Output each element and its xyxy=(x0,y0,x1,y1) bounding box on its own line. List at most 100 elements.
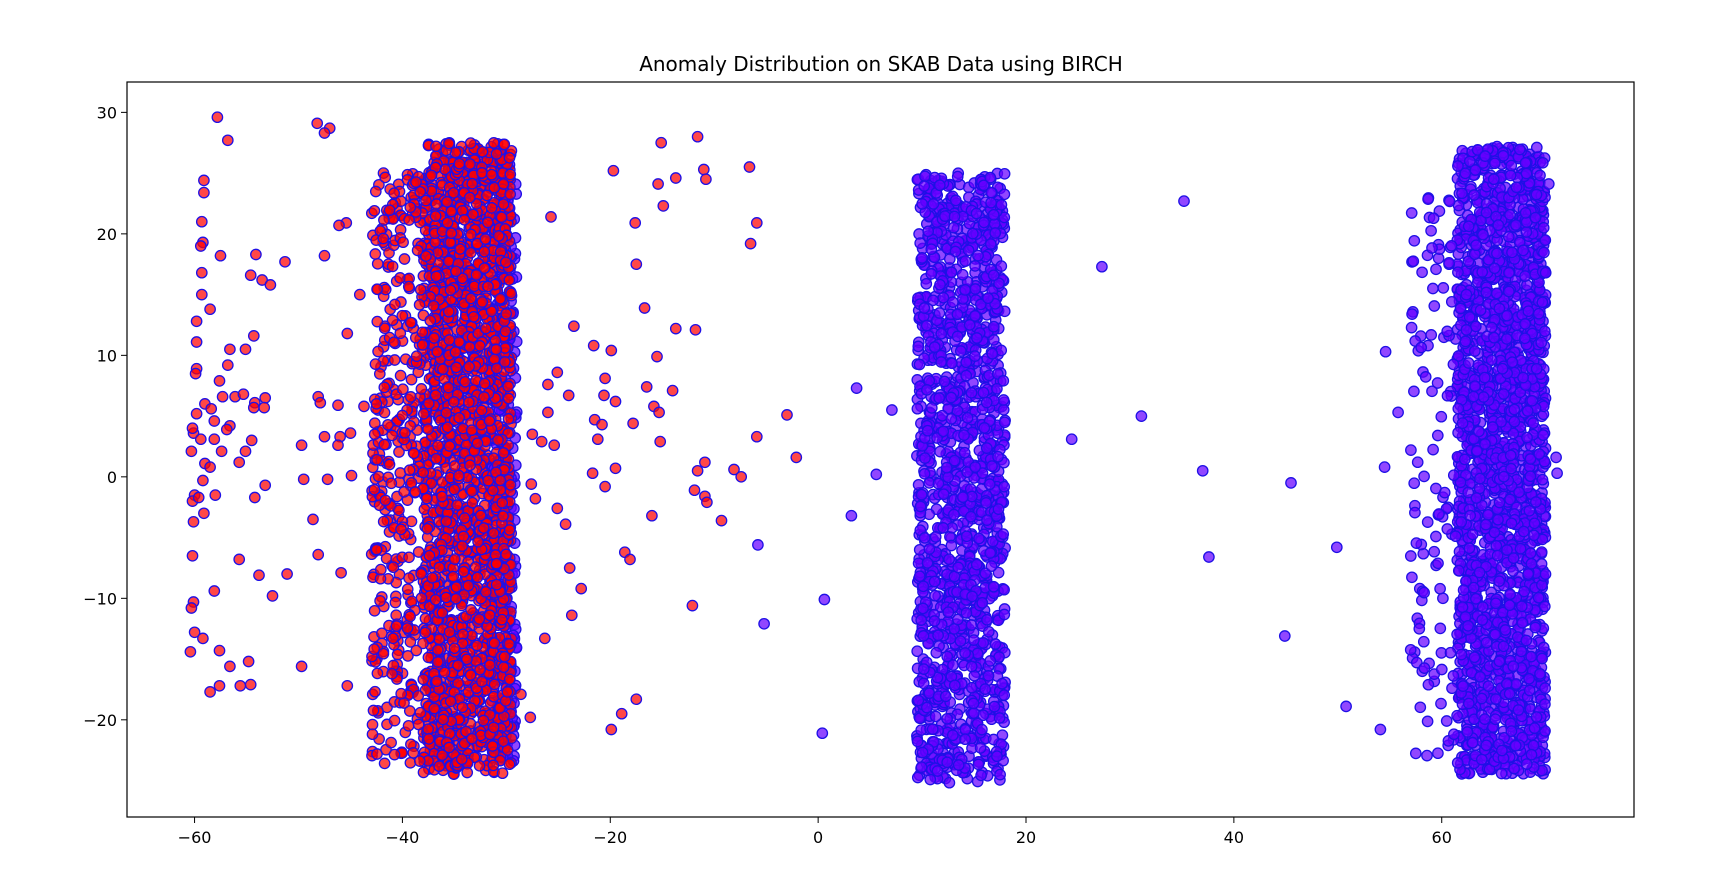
normal-point xyxy=(845,509,858,522)
normal-point xyxy=(918,532,931,544)
normal-point xyxy=(960,369,973,382)
normal-point xyxy=(1457,680,1469,692)
normal-point xyxy=(1430,263,1442,276)
normal-point xyxy=(928,615,941,627)
normal-point xyxy=(929,589,941,602)
normal-point xyxy=(984,655,997,667)
normal-point xyxy=(1405,321,1418,334)
normal-point xyxy=(1455,648,1468,661)
normal-point xyxy=(1515,600,1528,613)
normal-point xyxy=(982,669,995,682)
normal-point xyxy=(1519,157,1532,169)
normal-point xyxy=(758,617,770,630)
normal-point xyxy=(934,445,946,458)
normal-point xyxy=(886,404,898,416)
normal-point xyxy=(969,350,981,362)
normal-point xyxy=(1487,173,1500,186)
normal-point xyxy=(1522,568,1535,580)
normal-point xyxy=(977,386,990,399)
normal-point xyxy=(917,663,930,675)
normal-point xyxy=(916,746,929,759)
normal-point xyxy=(1503,285,1515,298)
normal-point xyxy=(1520,634,1533,647)
normal-point xyxy=(968,707,980,719)
normal-point xyxy=(1479,438,1491,450)
normal-point xyxy=(1485,354,1498,366)
normal-point xyxy=(1437,282,1450,294)
normal-point xyxy=(935,327,948,340)
normal-point xyxy=(1518,585,1531,598)
normal-point xyxy=(972,758,985,771)
normal-point xyxy=(916,198,929,210)
normal-point xyxy=(1421,715,1434,728)
normal-point xyxy=(971,332,983,344)
normal-point xyxy=(917,602,929,615)
normal-point xyxy=(952,759,965,771)
normal-point xyxy=(1456,187,1468,200)
normal-point xyxy=(1501,544,1513,556)
normal-point xyxy=(959,733,971,746)
normal-point xyxy=(965,660,978,673)
normal-point xyxy=(925,268,938,280)
normal-point xyxy=(1417,635,1430,648)
normal-point xyxy=(1480,286,1493,299)
normal-point xyxy=(1508,415,1521,428)
normal-point xyxy=(934,278,946,291)
normal-point xyxy=(1419,371,1432,383)
normal-point xyxy=(942,471,954,484)
normal-point xyxy=(915,761,928,773)
normal-point xyxy=(1278,630,1291,642)
normal-point xyxy=(1530,362,1543,375)
normal-point xyxy=(1404,643,1417,656)
normal-point xyxy=(937,291,950,304)
normal-point xyxy=(1480,636,1493,649)
normal-point xyxy=(1426,385,1438,398)
normal-point xyxy=(960,530,973,543)
normal-point xyxy=(1488,262,1501,275)
normal-point xyxy=(1473,566,1486,579)
normal-point xyxy=(1452,402,1465,415)
normal-point xyxy=(945,266,958,279)
normal-point xyxy=(1476,266,1489,278)
normal-point xyxy=(937,522,950,534)
normal-point xyxy=(1421,749,1433,762)
normal-point xyxy=(1414,701,1427,714)
normal-point xyxy=(1285,477,1297,489)
normal-point xyxy=(994,768,1006,781)
normal-point xyxy=(1065,433,1078,446)
normal-point xyxy=(1497,640,1510,653)
normal-point xyxy=(1411,456,1424,469)
normal-point xyxy=(912,340,925,353)
normal-point xyxy=(949,194,962,207)
normal-point xyxy=(1469,380,1481,392)
normal-point xyxy=(1493,655,1506,668)
normal-point xyxy=(1462,697,1475,710)
normal-point xyxy=(1432,747,1444,760)
normal-point xyxy=(1492,513,1504,526)
normal-point xyxy=(911,771,924,784)
normal-point xyxy=(1539,698,1551,711)
normal-point xyxy=(969,283,982,295)
normal-point xyxy=(1550,451,1562,464)
normal-point xyxy=(1478,371,1491,384)
normal-point xyxy=(918,302,931,314)
normal-point xyxy=(1512,704,1525,716)
normal-point xyxy=(1529,621,1542,634)
normal-point xyxy=(1461,726,1474,738)
normal-point xyxy=(1505,517,1518,530)
normal-point xyxy=(993,712,1006,724)
normal-point xyxy=(1452,426,1464,439)
normal-point xyxy=(928,341,941,353)
normal-point xyxy=(979,683,992,695)
normal-point xyxy=(1506,356,1519,369)
normal-point xyxy=(1493,496,1506,509)
normal-point xyxy=(1445,239,1458,252)
normal-point xyxy=(1441,325,1454,338)
normal-point xyxy=(1519,318,1531,330)
normal-point xyxy=(1503,599,1516,612)
normal-point xyxy=(945,391,958,404)
normal-point xyxy=(919,170,931,183)
normal-point xyxy=(1203,551,1215,563)
normal-point xyxy=(1528,517,1541,530)
normal-point xyxy=(1434,622,1447,635)
